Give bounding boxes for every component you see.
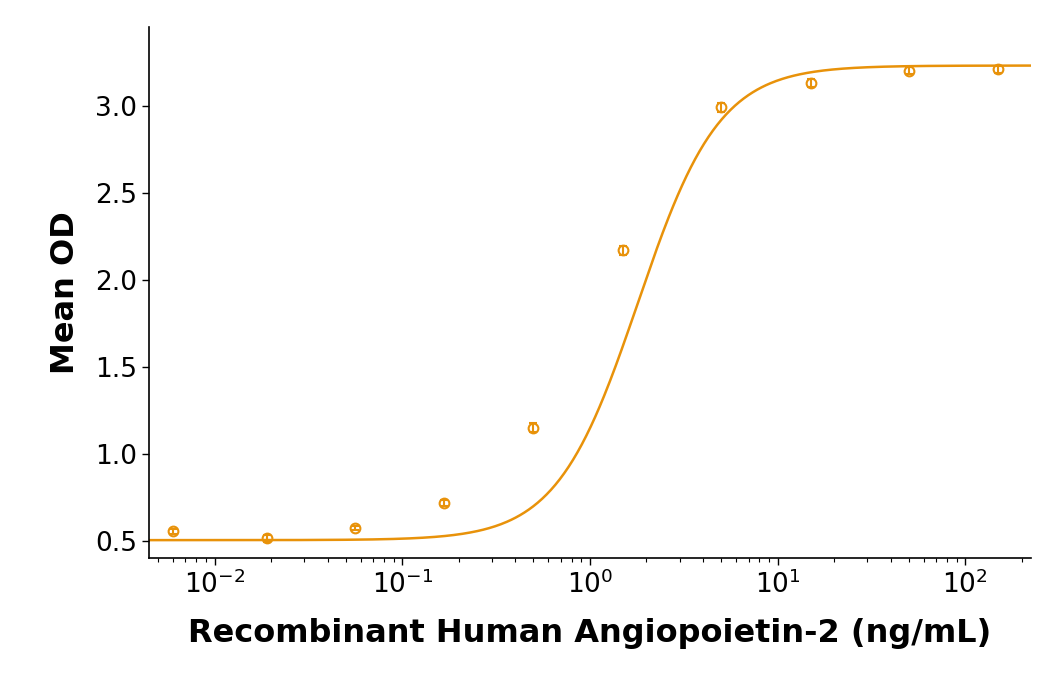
X-axis label: Recombinant Human Angiopoietin-2 (ng/mL): Recombinant Human Angiopoietin-2 (ng/mL) <box>188 618 992 649</box>
Y-axis label: Mean OD: Mean OD <box>50 212 81 374</box>
